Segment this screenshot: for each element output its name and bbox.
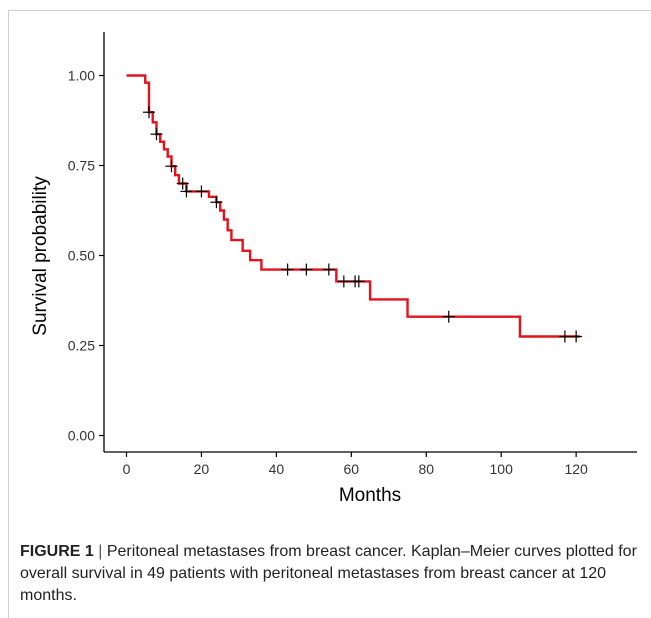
censor-mark <box>176 177 189 190</box>
x-tick-label: 100 <box>490 461 514 477</box>
censor-mark <box>337 275 350 288</box>
censor-mark <box>322 263 335 276</box>
x-tick-label: 0 <box>123 461 131 477</box>
x-tick-label: 60 <box>344 461 360 477</box>
x-tick-label: 120 <box>564 461 588 477</box>
figure-caption: FIGURE 1 | Peritoneal metastases from br… <box>20 541 645 607</box>
figure-frame-left <box>8 10 9 618</box>
axis-labels: Months Survival probability <box>30 176 401 506</box>
x-tick-label: 20 <box>194 461 210 477</box>
survival-curve <box>126 74 580 338</box>
censor-mark <box>281 263 294 276</box>
y-tick-label: 0.00 <box>68 428 95 444</box>
censor-mark <box>442 310 455 323</box>
censor-mark <box>142 106 155 119</box>
caption-label: FIGURE 1 <box>20 543 94 560</box>
series-group <box>126 74 583 343</box>
caption-separator: | <box>98 543 103 560</box>
x-tick-label: 80 <box>418 461 434 477</box>
censor-mark <box>165 160 178 173</box>
figure-frame-top <box>8 10 651 11</box>
censor-mark <box>150 128 163 141</box>
y-axis-label: Survival probability <box>30 176 51 336</box>
y-tick-label: 0.50 <box>68 248 95 264</box>
censor-mark <box>180 185 193 198</box>
y-tick-label: 0.75 <box>68 158 95 174</box>
censor-mark <box>570 330 583 343</box>
censor-mark <box>195 185 208 198</box>
y-tick-label: 0.25 <box>68 338 95 354</box>
censor-mark <box>352 275 365 288</box>
x-axis-label: Months <box>339 485 401 506</box>
axes: 0 20 40 60 80 100 120 0.00 0.25 0.50 0.75 1.00 <box>68 32 637 477</box>
censor-mark <box>558 330 571 343</box>
caption-text: Peritoneal metastases from breast cancer… <box>20 543 637 604</box>
censor-mark <box>210 196 223 209</box>
y-tick-label: 1.00 <box>68 68 95 84</box>
survival-chart: 0 20 40 60 80 100 120 0.00 0.25 0.50 0.75 1.00 Mont… <box>30 32 637 506</box>
censor-mark <box>300 263 313 276</box>
x-tick-label: 40 <box>269 461 285 477</box>
